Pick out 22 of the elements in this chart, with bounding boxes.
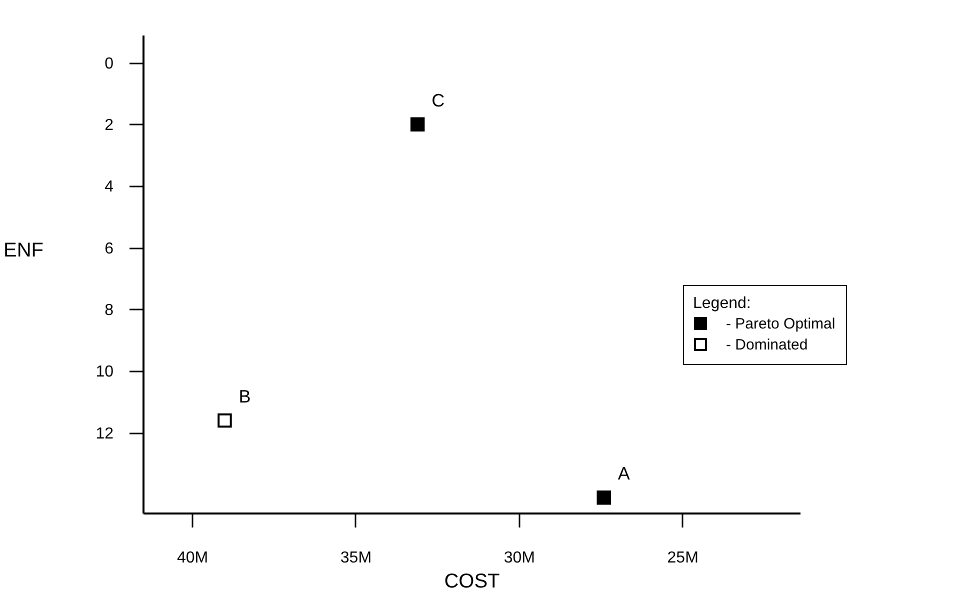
y-tick-label: 10 — [96, 364, 114, 381]
x-tick-label: 25M — [667, 550, 698, 566]
annotation: B — [238, 386, 251, 406]
y-tick-label: 6 — [104, 240, 114, 258]
y-tick-label: 4 — [104, 178, 114, 196]
x-tick-label: 40M — [176, 550, 208, 566]
x-tick-label: 30M — [504, 550, 535, 566]
y-tick-label: 2 — [104, 116, 114, 134]
legend-title: Legend: — [693, 295, 751, 312]
legend-label: - Pareto Optimal — [726, 316, 836, 332]
annotation: C — [432, 90, 445, 110]
point — [596, 490, 612, 505]
y-axis-title: ENF — [4, 240, 44, 262]
y-tick-label: 12 — [96, 425, 114, 442]
point — [410, 117, 425, 132]
legend-label: - Dominated — [726, 336, 808, 354]
x-tick-label: 35M — [340, 550, 372, 566]
y-tick-label: 8 — [104, 302, 114, 319]
annotation: A — [618, 464, 630, 484]
y-tick-label: 0 — [104, 55, 114, 72]
x-axis-title: COST — [444, 570, 500, 592]
point — [218, 413, 232, 428]
